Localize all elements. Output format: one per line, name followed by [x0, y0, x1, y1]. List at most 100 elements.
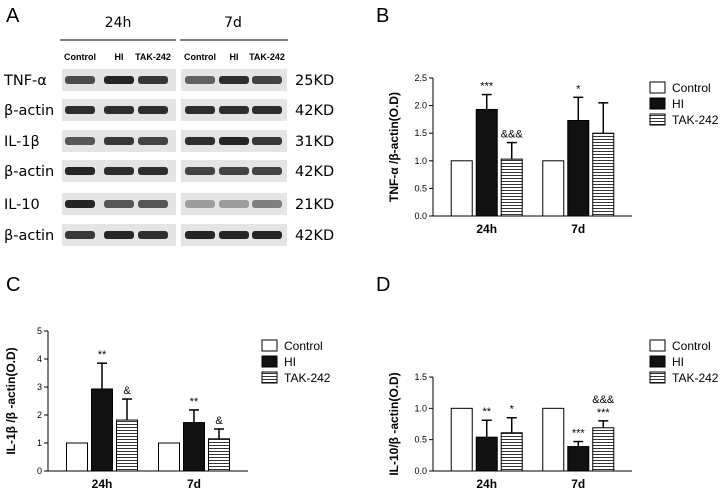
- wb-band: [65, 106, 95, 114]
- significance-mark: *: [510, 404, 515, 416]
- y-tick-label: 1.5: [414, 372, 427, 382]
- wb-band: [138, 167, 168, 175]
- wb-band: [104, 137, 134, 145]
- y-tick-label: 2.0: [414, 101, 427, 111]
- wb-band: [252, 167, 282, 175]
- wb-row-size: 31KD: [295, 134, 334, 150]
- x-category-7d: 7d: [571, 477, 585, 491]
- wb-band: [138, 231, 168, 239]
- wb-band: [65, 167, 95, 175]
- wb-band: [219, 231, 249, 239]
- y-tick-label: 2: [37, 410, 42, 420]
- y-tick-label: 1.0: [414, 403, 427, 413]
- legend-swatch-tak-242: [649, 113, 666, 126]
- wb-band: [65, 137, 95, 145]
- legend-label-hi: HI: [284, 355, 296, 369]
- wb-band: [185, 200, 215, 208]
- x-category-24h: 24h: [92, 477, 113, 491]
- wb-band: [104, 76, 134, 84]
- wb-band: [252, 231, 282, 239]
- legend-swatch-hi: [649, 97, 666, 110]
- wb-band: [104, 231, 134, 239]
- wb-band: [252, 106, 282, 114]
- bar-control-24h: [450, 407, 473, 472]
- wb-row-size: 21KD: [295, 197, 334, 213]
- wb-time-24h: 24h: [105, 15, 132, 31]
- wb-row-size: 42KD: [295, 164, 334, 180]
- significance-mark: &: [123, 385, 131, 397]
- panel-letter-b: B: [376, 5, 389, 27]
- panel-letter-c: C: [6, 274, 20, 296]
- wb-lane-hi-24h: HI: [115, 52, 124, 62]
- x-category-7d: 7d: [187, 477, 201, 491]
- wb-lane-tak-7d: TAK-242: [249, 52, 285, 62]
- wb-strip-7d: [181, 193, 287, 215]
- wb-band: [104, 106, 134, 114]
- y-tick-label: 0.0: [414, 211, 427, 221]
- y-tick-label: 0.5: [414, 183, 427, 193]
- wb-lane-control-7d: Control: [184, 52, 216, 62]
- wb-time-7d: 7d: [224, 15, 242, 31]
- bar-hi-24h: [475, 436, 498, 472]
- panel-letter-a: A: [6, 5, 20, 27]
- wb-band: [252, 200, 282, 208]
- wb-band: [252, 137, 282, 145]
- legend-swatch-tak-242: [261, 371, 278, 384]
- wb-band: [65, 76, 95, 84]
- bar-hi-7d: [567, 446, 590, 472]
- wb-band: [104, 200, 134, 208]
- bar-tak-242-24h: [116, 419, 138, 472]
- legend-swatch-control: [649, 339, 666, 352]
- legend-label-control: Control: [672, 81, 711, 95]
- legend-label-control: Control: [284, 339, 323, 353]
- wb-band: [252, 76, 282, 84]
- y-axis-label: IL-10/β -actin(O.D): [387, 372, 401, 475]
- bar-control-7d: [542, 160, 565, 217]
- wb-lane-control-24h: Control: [64, 52, 96, 62]
- significance-mark: &: [215, 415, 223, 427]
- wb-row-label-il-10: IL-10: [4, 197, 40, 213]
- wb-band: [219, 200, 249, 208]
- bar-control-24h: [66, 442, 88, 472]
- bar-tak-242-7d: [208, 438, 230, 472]
- wb-band: [138, 200, 168, 208]
- bar-hi-24h: [475, 108, 498, 217]
- wb-band: [219, 167, 249, 175]
- y-tick-label: 1.5: [414, 128, 427, 138]
- significance-mark: **: [98, 349, 107, 361]
- wb-lane-tak-24h: TAK-242: [135, 52, 171, 62]
- panel-letter-d: D: [376, 274, 390, 296]
- legend-swatch-control: [649, 81, 666, 94]
- legend-swatch-control: [261, 339, 278, 352]
- wb-band: [185, 167, 215, 175]
- y-tick-label: 0: [37, 466, 42, 476]
- significance-mark: ***: [597, 407, 611, 419]
- wb-band: [185, 231, 215, 239]
- legend-label-hi: HI: [672, 97, 684, 111]
- wb-band: [219, 106, 249, 114]
- wb-band: [185, 137, 215, 145]
- wb-row-label-actin: β-actin: [4, 228, 54, 244]
- wb-band: [219, 137, 249, 145]
- bar-tak-242-7d: [592, 427, 615, 472]
- y-axis-label: TNF-α /β-actin(O.D): [387, 92, 401, 202]
- x-category-7d: 7d: [571, 222, 585, 236]
- y-tick-label: 1: [37, 438, 42, 448]
- x-category-24h: 24h: [476, 222, 497, 236]
- legend-swatch-hi: [261, 355, 278, 368]
- wb-band: [104, 167, 134, 175]
- significance-mark: ***: [572, 428, 586, 440]
- wb-band: [138, 137, 168, 145]
- y-tick-label: 1.0: [414, 156, 427, 166]
- wb-band: [185, 106, 215, 114]
- legend-swatch-tak-242: [649, 371, 666, 384]
- y-tick-label: 0.0: [414, 466, 427, 476]
- wb-band: [185, 76, 215, 84]
- y-tick-label: 2.5: [414, 73, 427, 83]
- legend-label-control: Control: [672, 339, 711, 353]
- wb-row-size: 25KD: [295, 73, 334, 89]
- bar-control-7d: [542, 407, 565, 472]
- significance-mark: **: [482, 406, 491, 418]
- significance-mark: &&&: [592, 394, 615, 406]
- significance-mark: &&&: [501, 129, 524, 141]
